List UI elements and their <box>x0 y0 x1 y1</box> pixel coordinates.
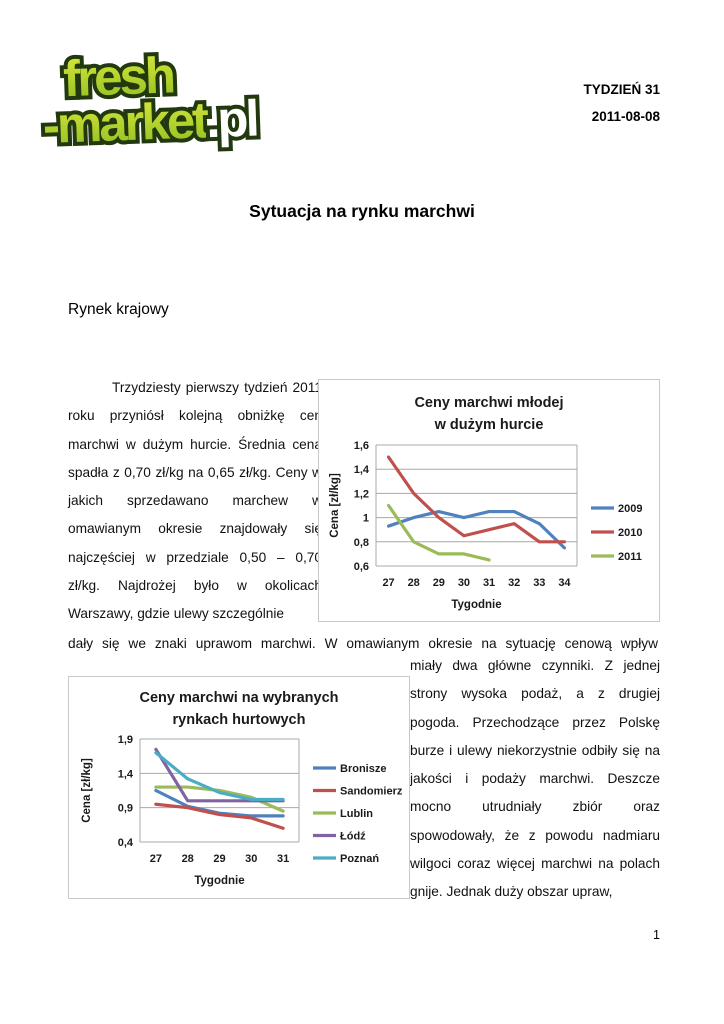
chart-young-carrot-wholesale: 0,6 0,8 1 1,2 1,4 1,6 27 28 29 30 31 32 33 34 Tygodnie… <box>318 379 660 622</box>
logo-word-pl: .pl <box>205 90 257 149</box>
x-tick-label: 30 <box>245 853 257 865</box>
y-axis-label: Cena [zł/kg] <box>81 758 93 823</box>
series-line-2010 <box>386 455 567 544</box>
x-tick-label: 29 <box>213 853 225 865</box>
paragraph-right-column: miały dwa główne czynniki. Z jednej stro… <box>410 658 660 900</box>
x-tick-label: 28 <box>408 577 420 589</box>
y-tick-label: 1,4 <box>118 768 134 780</box>
paragraph-full-width: dały się we znaki uprawom marchwi. W oma… <box>68 636 658 651</box>
x-tick-label: 31 <box>277 853 289 865</box>
x-tick-label: 30 <box>458 577 470 589</box>
svg-text:-market.pl: -market.pl <box>42 90 258 154</box>
legend-label-Bronisze: Bronisze <box>340 763 386 775</box>
chart-title: w dużym hurcie <box>434 417 544 433</box>
x-tick-label: 32 <box>508 577 520 589</box>
line-chart-wholesale-markets: 0,4 0,9 1,4 1,9 27 28 29 30 31 Tygodnie Cena [zł/k… <box>81 690 403 887</box>
y-tick-label: 1 <box>363 513 369 525</box>
x-tick-label: 34 <box>558 577 571 589</box>
header-meta: TYDZIEŃ 31 2011-08-08 <box>583 76 660 130</box>
legend-label-2011: 2011 <box>618 551 642 563</box>
x-tick-label: 33 <box>533 577 545 589</box>
section-heading: Rynek krajowy <box>68 301 169 318</box>
y-tick-label: 0,6 <box>354 561 369 573</box>
chart-title: Ceny marchwi młodej <box>414 395 563 411</box>
legend-label-Sandomierz: Sandomierz <box>340 786 403 798</box>
series-line-2011 <box>386 503 491 562</box>
legend-label-2010: 2010 <box>618 527 642 539</box>
page-title: Sytuacja na rynku marchwi <box>249 201 475 221</box>
legend-label-2009: 2009 <box>618 503 642 515</box>
chart-title: Ceny marchwi na wybranych <box>139 690 338 706</box>
y-tick-label: 1,2 <box>354 488 369 500</box>
x-axis-label: Tygodnie <box>194 875 244 887</box>
series-line-Poznań <box>154 751 285 802</box>
fresh-market-logo: fresh -market.pl <box>36 38 346 163</box>
logo-word-fresh: fresh <box>62 46 174 107</box>
page-number: 1 <box>653 928 660 942</box>
y-tick-label: 1,9 <box>118 734 133 746</box>
y-tick-label: 0,9 <box>118 803 133 815</box>
week-label: TYDZIEŃ 31 <box>583 82 660 97</box>
series-line-Sandomierz <box>154 802 285 830</box>
x-tick-label: 27 <box>382 577 394 589</box>
y-tick-label: 0,4 <box>118 837 134 849</box>
x-tick-label: 27 <box>150 853 162 865</box>
y-tick-label: 1,6 <box>354 440 369 452</box>
y-tick-label: 1,4 <box>354 464 370 476</box>
line-chart-young-carrot: 0,6 0,8 1 1,2 1,4 1,6 27 28 29 30 31 32 33 34 Tygodnie… <box>329 395 642 611</box>
legend-label-Lublin: Lublin <box>340 808 373 820</box>
chart-title: rynkach hurtowych <box>173 712 306 728</box>
x-tick-label: 29 <box>433 577 445 589</box>
x-tick-label: 31 <box>483 577 495 589</box>
logo-word-market: -market <box>42 91 210 154</box>
series-line-2009 <box>386 509 567 550</box>
chart-selected-wholesale-markets: 0,4 0,9 1,4 1,9 27 28 29 30 31 Tygodnie Cena [zł/k… <box>68 676 410 899</box>
fresh-market-logo-icon: fresh -market.pl <box>38 42 262 158</box>
date-label: 2011-08-08 <box>591 109 660 124</box>
legend-label-Poznań: Poznań <box>340 853 379 865</box>
x-tick-label: 28 <box>182 853 194 865</box>
legend-label-Łódź: Łódź <box>340 831 366 843</box>
y-axis-label: Cena [zł/kg] <box>329 473 341 538</box>
y-tick-label: 0,8 <box>354 537 369 549</box>
x-axis-label: Tygodnie <box>451 599 501 611</box>
paragraph-left-column: Trzydziesty pierwszy tydzień 2011 roku p… <box>68 380 322 622</box>
